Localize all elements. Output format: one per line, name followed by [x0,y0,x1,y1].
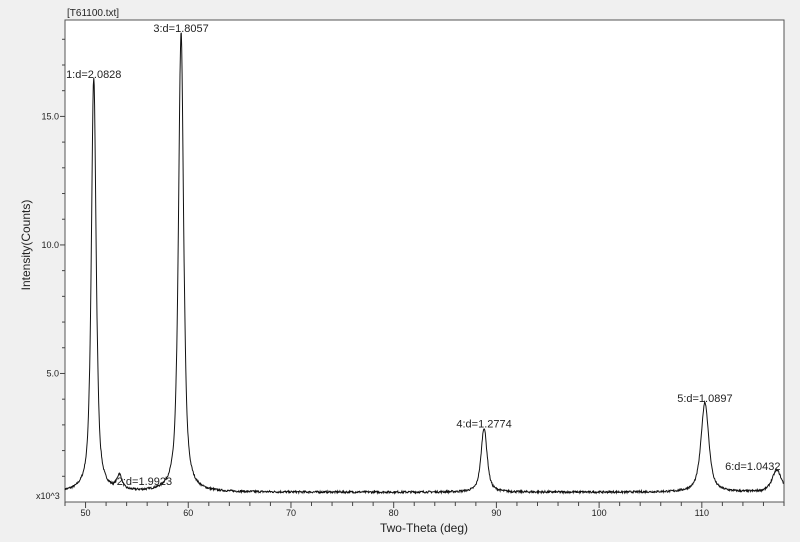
y-multiplier-label: x10^3 [36,491,60,501]
peak-label: 1:d=2.0828 [66,69,121,81]
x-tick-label: 100 [592,508,607,518]
x-axis-label: Two-Theta (deg) [380,521,468,535]
file-label: [T61100.txt] [67,8,119,19]
y-axis-label: Intensity(Counts) [19,200,33,291]
y-tick-label: 5.0 [46,368,59,378]
x-tick-label: 70 [286,508,296,518]
peak-label: 3:d=1.8057 [153,23,208,35]
x-tick-label: 110 [695,508,709,518]
y-tick-label: 15.0 [41,111,59,121]
diffraction-trace [64,32,784,495]
x-tick-label: 90 [491,508,501,518]
x-tick-label: 80 [389,508,399,518]
y-tick-label: 10.0 [41,240,59,250]
peak-label: 4:d=1.2774 [456,419,511,431]
x-tick-label: 50 [81,508,91,518]
plot-area [64,19,785,503]
peak-label: 6:d=1.0432 [725,461,780,473]
peak-label: 2:d=1.9923 [117,476,172,488]
x-tick-label: 60 [183,508,193,518]
peak-label: 5:d=1.0897 [677,393,732,405]
